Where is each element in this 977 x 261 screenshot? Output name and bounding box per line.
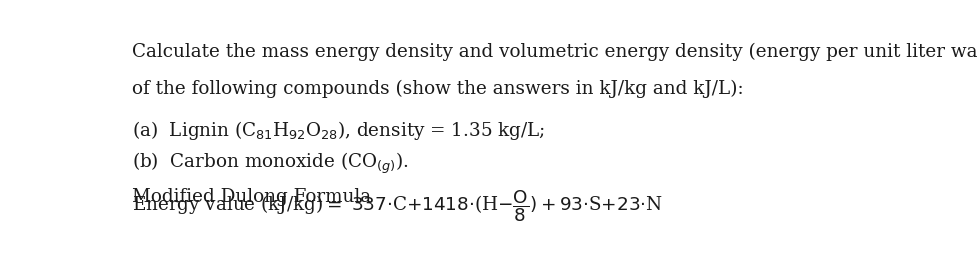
Text: Modified Dulong Formula: Modified Dulong Formula [132,188,371,206]
Text: (a)  Lignin (C$_{81}$H$_{92}$O$_{28}$), density = 1.35 kg/L;: (a) Lignin (C$_{81}$H$_{92}$O$_{28}$), d… [132,119,545,142]
Text: Calculate the mass energy density and volumetric energy density (energy per unit: Calculate the mass energy density and vo… [132,42,977,61]
Text: of the following compounds (show the answers in kJ/kg and kJ/L):: of the following compounds (show the ans… [132,80,743,98]
Text: (b)  Carbon monoxide (CO$_{(g)}$).: (b) Carbon monoxide (CO$_{(g)}$). [132,151,408,176]
Text: Energy value (kJ/kg)$=\ 337{\cdot}$C$+1418{\cdot}$(H$-\dfrac{\mathrm{O}}{8})+93{: Energy value (kJ/kg)$=\ 337{\cdot}$C$+14… [132,188,662,224]
